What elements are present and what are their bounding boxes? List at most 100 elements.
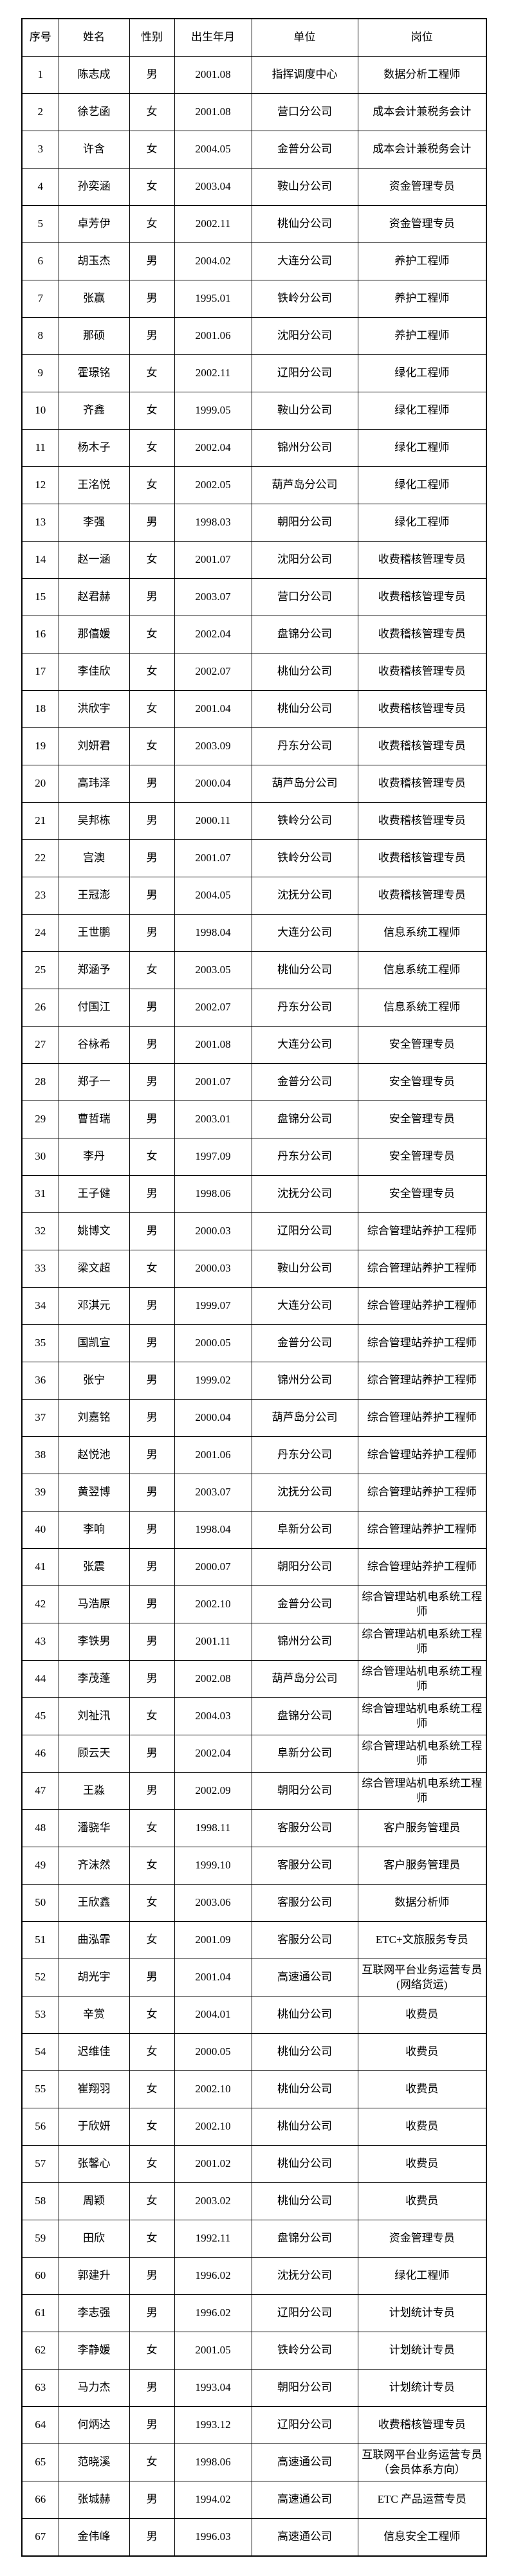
cell-birth: 2001.06: [174, 317, 252, 355]
cell-birth: 2001.11: [174, 1623, 252, 1661]
cell-name: 李静媛: [58, 2332, 130, 2370]
cell-unit: 客服分公司: [251, 1847, 358, 1885]
cell-post: 绿化工程师: [357, 466, 487, 504]
cell-seq: 60: [21, 2257, 59, 2295]
cell-seq: 53: [21, 1996, 59, 2034]
cell-post: 信息系统工程师: [357, 989, 487, 1027]
cell-name: 姚博文: [58, 1212, 130, 1250]
cell-name: 周颖: [58, 2182, 130, 2220]
table-row: 21 吴邦栋男 2000.11 铁岭分公司 收费稽核管理专员: [21, 802, 487, 840]
cell-gender: 女: [129, 466, 175, 504]
cell-seq: 17: [21, 653, 59, 691]
cell-seq: 61: [21, 2294, 59, 2332]
cell-post: 养护工程师: [357, 280, 487, 318]
cell-post: 综合管理站养护工程师: [357, 1287, 487, 1325]
cell-birth: 2000.04: [174, 1399, 252, 1437]
column-header-post: 岗位: [357, 18, 487, 57]
cell-post: 成本会计兼税务会计: [357, 93, 487, 131]
cell-gender: 女: [129, 690, 175, 728]
table-row: 5 卓芳伊女 2002.11 桃仙分公司 资金管理专员: [21, 205, 487, 243]
cell-name: 辛赏: [58, 1996, 130, 2034]
cell-birth: 2004.03: [174, 1697, 252, 1735]
cell-seq: 49: [21, 1847, 59, 1885]
cell-gender: 女: [129, 2033, 175, 2071]
table-row: 16 那僖媛女 2002.04 盘锦分公司 收费稽核管理专员: [21, 616, 487, 653]
cell-name: 宫澳: [58, 839, 130, 877]
cell-birth: 1998.06: [174, 2444, 252, 2481]
cell-post: ETC 产品运营专员: [357, 2481, 487, 2519]
cell-unit: 盘锦分公司: [251, 1101, 358, 1138]
cell-unit: 桃仙分公司: [251, 1996, 358, 2034]
cell-unit: 桃仙分公司: [251, 690, 358, 728]
cell-name: 洪欣宇: [58, 690, 130, 728]
cell-seq: 39: [21, 1474, 59, 1512]
cell-birth: 2002.10: [174, 2070, 252, 2108]
cell-name: 郑子一: [58, 1063, 130, 1101]
table-row: 11 杨木子女 2002.04 锦州分公司 绿化工程师: [21, 429, 487, 467]
cell-name: 范晓溪: [58, 2444, 130, 2481]
cell-name: 王洺悦: [58, 466, 130, 504]
cell-birth: 2002.05: [174, 466, 252, 504]
cell-seq: 48: [21, 1809, 59, 1847]
cell-unit: 桃仙分公司: [251, 653, 358, 691]
cell-gender: 男: [129, 1772, 175, 1810]
column-header-unit: 单位: [251, 18, 358, 57]
cell-birth: 2002.11: [174, 205, 252, 243]
cell-name: 李铁男: [58, 1623, 130, 1661]
table-row: 28 郑子一男 2001.07 金普分公司 安全管理专员: [21, 1063, 487, 1101]
cell-seq: 1: [21, 56, 59, 94]
cell-post: 收费员: [357, 1996, 487, 2034]
cell-name: 卓芳伊: [58, 205, 130, 243]
cell-gender: 女: [129, 2108, 175, 2146]
cell-birth: 1998.03: [174, 504, 252, 542]
table-row: 66 张城赫男 1994.02 高速通公司 ETC 产品运营专员: [21, 2481, 487, 2519]
table-row: 65 范晓溪女 1998.06 高速通公司 互联网平台业务运营专员（会员体系方向）: [21, 2444, 487, 2481]
cell-seq: 20: [21, 765, 59, 803]
cell-gender: 男: [129, 1959, 175, 1996]
cell-birth: 2002.10: [174, 1585, 252, 1623]
cell-seq: 33: [21, 1250, 59, 1288]
cell-birth: 2002.04: [174, 1735, 252, 1773]
cell-gender: 女: [129, 1996, 175, 2034]
cell-unit: 沈抚分公司: [251, 1175, 358, 1213]
cell-post: 收费员: [357, 2033, 487, 2071]
table-row: 51 曲泓霏女 2001.09 客服分公司 ETC+文旅服务专员: [21, 1921, 487, 1959]
cell-birth: 2000.05: [174, 2033, 252, 2071]
cell-seq: 9: [21, 354, 59, 392]
table-row: 7 张赢男 1995.01 铁岭分公司 养护工程师: [21, 280, 487, 318]
cell-post: 互联网平台业务运营专员（会员体系方向）: [357, 2444, 487, 2481]
cell-post: 收费员: [357, 2070, 487, 2108]
cell-gender: 女: [129, 168, 175, 206]
cell-unit: 锦州分公司: [251, 1362, 358, 1400]
table-row: 62 李静媛女 2001.05 铁岭分公司 计划统计专员: [21, 2332, 487, 2370]
cell-unit: 客服分公司: [251, 1884, 358, 1922]
cell-unit: 铁岭分公司: [251, 2332, 358, 2370]
cell-name: 张馨心: [58, 2145, 130, 2183]
cell-gender: 男: [129, 1175, 175, 1213]
cell-post: 收费稽核管理专员: [357, 541, 487, 579]
table-header: 序号 姓名 性别 出生年月 单位 岗位: [21, 18, 487, 57]
header-row: 序号 姓名 性别 出生年月 单位 岗位: [21, 18, 487, 57]
cell-seq: 38: [21, 1436, 59, 1474]
table-row: 14 赵一涵女 2001.07 沈阳分公司 收费稽核管理专员: [21, 541, 487, 579]
table-row: 29 曹哲瑞男 2003.01 盘锦分公司 安全管理专员: [21, 1101, 487, 1138]
cell-birth: 2001.09: [174, 1921, 252, 1959]
cell-birth: 1993.12: [174, 2406, 252, 2444]
cell-post: 收费稽核管理专员: [357, 2406, 487, 2444]
cell-post: 养护工程师: [357, 317, 487, 355]
table-row: 2 徐艺函女 2001.08 营口分公司 成本会计兼税务会计: [21, 93, 487, 131]
cell-gender: 男: [129, 877, 175, 915]
cell-seq: 28: [21, 1063, 59, 1101]
cell-birth: 1992.11: [174, 2220, 252, 2258]
cell-name: 那僖媛: [58, 616, 130, 653]
table-row: 53 辛赏女 2004.01 桃仙分公司 收费员: [21, 1996, 487, 2034]
table-row: 41 张震男 2000.07 朝阳分公司 综合管理站养护工程师: [21, 1548, 487, 1586]
cell-name: 何炳达: [58, 2406, 130, 2444]
cell-gender: 男: [129, 2406, 175, 2444]
cell-name: 吴邦栋: [58, 802, 130, 840]
cell-seq: 50: [21, 1884, 59, 1922]
cell-gender: 男: [129, 1585, 175, 1623]
cell-gender: 男: [129, 989, 175, 1027]
table-row: 1 陈志成男 2001.08 指挥调度中心 数据分析工程师: [21, 56, 487, 94]
